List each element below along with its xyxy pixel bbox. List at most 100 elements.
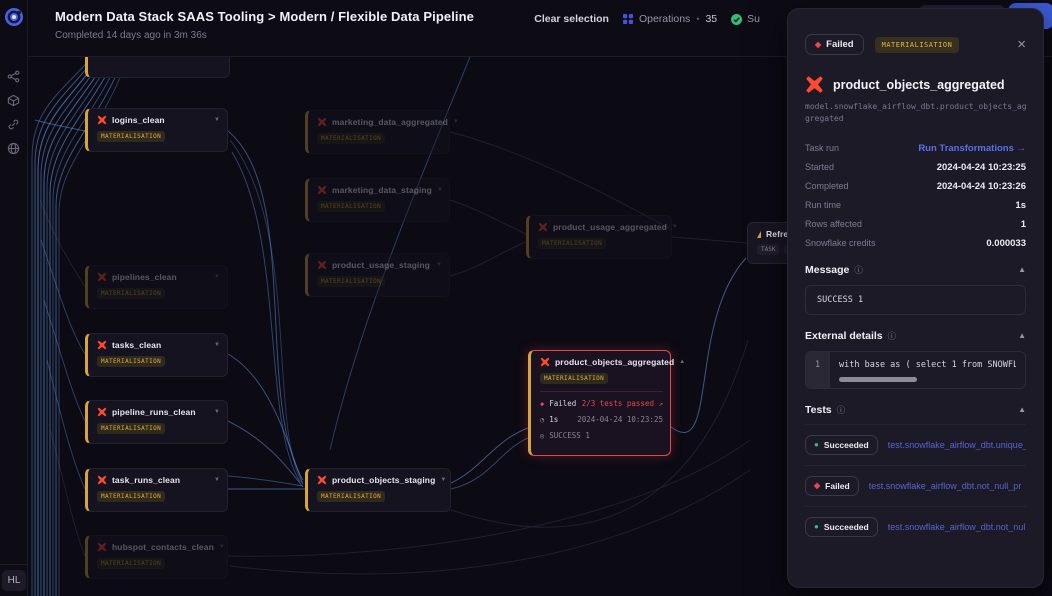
link-icon (8, 119, 19, 129)
chevron-down-icon[interactable]: ▼ (214, 409, 220, 415)
chevron-down-icon[interactable]: ▼ (214, 274, 220, 280)
node-name: Refre (766, 229, 789, 239)
tests-heading: Tests (805, 403, 832, 416)
materialisation-badge: MATERIALISATION (97, 491, 166, 502)
failed-diamond-icon: ◆ (540, 399, 545, 408)
node-marketing-data-aggregated[interactable]: marketing_data_aggregated ▼ MATERIALISAT… (305, 110, 459, 154)
node-message: SUCCESS 1 (549, 431, 590, 440)
test-row: ◆ Failed test.snowflake_airflow_dbt.not_… (805, 466, 1026, 507)
operations-filter-chip[interactable]: Operations • 35 (622, 13, 718, 25)
dag-icon (7, 70, 20, 82)
succeeded-filter-chip[interactable]: Su (731, 13, 760, 25)
sidebar-item-environments[interactable] (7, 141, 21, 155)
node-name: pipeline_runs_clean (112, 407, 196, 417)
task-badge: TASK (757, 244, 780, 255)
cube-icon (7, 94, 20, 106)
node-name: product_usage_aggregated (553, 222, 667, 232)
materialisation-badge: MATERIALISATION (97, 131, 166, 142)
node-pipeline-runs-clean[interactable]: pipeline_runs_clean ▼ MATERIALISATION (85, 400, 228, 444)
message-heading: Message (805, 263, 850, 276)
tests-passed-link[interactable]: 2/3 tests passed ↗ (581, 399, 663, 408)
operations-label: Operations (638, 13, 691, 25)
dbt-icon (806, 76, 823, 93)
detail-label: Task run (805, 143, 840, 154)
detail-label: Started (805, 162, 835, 173)
test-status-label: Succeeded (823, 439, 869, 450)
chevron-down-icon[interactable]: ▼ (214, 342, 220, 348)
test-link[interactable]: test.snowflake_airflow_dbt.not_null_pr (868, 480, 1022, 491)
tests-section: Tests ⓘ ▲ ● Succeeded test.snowflake_air… (805, 404, 1026, 547)
materialisation-badge: MATERIALISATION (538, 238, 607, 249)
chevron-down-icon[interactable]: ▼ (440, 477, 447, 483)
sidebar-item-integrations[interactable] (7, 117, 21, 131)
node-tasks-clean[interactable]: tasks_clean ▼ MATERIALISATION (85, 333, 228, 377)
test-link[interactable]: test.snowflake_airflow_dbt.unique_pro (887, 439, 1026, 450)
test-status-label: Succeeded (823, 521, 869, 532)
node-product-objects-staging[interactable]: product_objects_staging ▼ MATERIALISATIO… (305, 468, 451, 512)
node-product-usage-aggregated[interactable]: product_usage_aggregated ▼ MATERIALISATI… (526, 215, 678, 259)
status-badge-label: Failed (826, 39, 854, 50)
test-link[interactable]: test.snowflake_airflow_dbt.not_null_pr (887, 521, 1026, 532)
panel-title: product_objects_aggregated (833, 77, 1005, 92)
node-name: product_objects_staging (332, 475, 436, 485)
horizontal-scrollbar[interactable] (839, 376, 917, 382)
node-name: pipelines_clean (112, 272, 177, 282)
succeeded-label: Su (747, 13, 760, 25)
chevron-down-icon[interactable]: ▼ (671, 224, 678, 230)
node-name: product_usage_staging (332, 260, 430, 270)
materialisation-badge: MATERIALISATION (97, 558, 166, 569)
node-product-objects-aggregated-selected[interactable]: product_objects_aggregated ▲ MATERIALISA… (528, 350, 685, 456)
materialisation-badge: MATERIALISATION (540, 373, 609, 384)
node-pipelines-clean[interactable]: pipelines_clean ▼ MATERIALISATION (85, 265, 228, 309)
collapse-section-icon[interactable]: ▲ (1018, 331, 1026, 341)
detail-value: 2024-04-24 10:23:25 (936, 161, 1026, 173)
chevron-up-icon[interactable]: ▲ (679, 359, 686, 365)
chevron-down-icon[interactable]: ▼ (218, 544, 225, 550)
collapse-section-icon[interactable]: ▲ (1018, 265, 1026, 275)
node-logins-clean[interactable]: logins_clean ▼ MATERIALISATION (85, 108, 228, 152)
node-timestamp: 2024-04-24 10:23:25 (577, 415, 663, 424)
grid-icon (622, 14, 633, 24)
detail-value: 2024-04-24 10:23:26 (936, 180, 1026, 192)
message-section: Message ⓘ ▲ SUCCESS 1 (805, 264, 1026, 315)
clear-selection-button[interactable]: Clear selection (534, 13, 609, 25)
chevron-down-icon[interactable]: ▼ (452, 119, 459, 125)
node-name: task_runs_clean (112, 475, 181, 485)
sidebar-item-pipelines[interactable] (7, 69, 21, 83)
chevron-down-icon[interactable]: ▼ (214, 477, 220, 483)
node-name: logins_clean (112, 115, 165, 125)
chevron-down-icon[interactable]: ▼ (436, 262, 442, 268)
dbt-icon (317, 185, 327, 195)
collapse-section-icon[interactable]: ▲ (1018, 405, 1026, 415)
node-hubspot-contacts-clean[interactable]: hubspot_contacts_clean ▼ MATERIALISATION (85, 535, 228, 579)
node-name: marketing_data_aggregated (332, 117, 448, 127)
failed-diamond-icon: ◆ (814, 480, 821, 490)
node-marketing-data-staging[interactable]: marketing_data_staging ▼ MATERIALISATION (305, 178, 450, 222)
close-icon[interactable]: × (1017, 36, 1026, 53)
detail-value: 1s (1015, 199, 1026, 211)
message-content: SUCCESS 1 (805, 284, 1026, 315)
sidebar: HL (0, 0, 28, 596)
info-icon: ⓘ (854, 264, 863, 275)
test-status-badge: ◆ Failed (805, 475, 859, 496)
chevron-down-icon[interactable]: ▼ (436, 187, 443, 193)
node-task-runs-clean[interactable]: task_runs_clean ▼ MATERIALISATION (85, 468, 228, 512)
check-circle-icon (731, 13, 743, 25)
gear-icon: ◎ (540, 431, 545, 440)
operations-count: 35 (705, 13, 718, 25)
avatar[interactable]: HL (2, 570, 26, 591)
task-detail-panel: ◆ Failed MATERIALISATION × product_objec… (787, 8, 1044, 588)
detail-row-snowflake-credits: Snowflake credits 0.000033 (805, 238, 1026, 249)
globe-icon (7, 142, 20, 154)
dbt-icon (97, 340, 107, 350)
materialisation-badge: MATERIALISATION (97, 423, 166, 434)
node-product-usage-staging[interactable]: product_usage_staging ▼ MATERIALISATION (305, 253, 450, 297)
detail-label: Run time (805, 200, 842, 211)
succeeded-dot-icon: ● (814, 439, 819, 449)
sidebar-item-assets[interactable] (7, 93, 21, 107)
orchestra-logo[interactable] (4, 7, 24, 27)
task-run-link[interactable]: Run Transformations → (918, 142, 1026, 154)
chevron-down-icon[interactable]: ▼ (214, 117, 220, 123)
